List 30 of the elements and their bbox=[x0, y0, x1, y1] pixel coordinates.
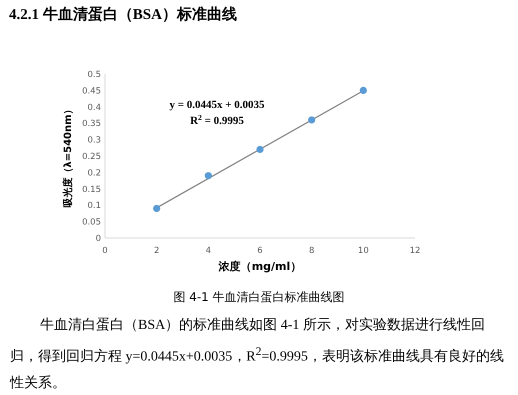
y-tick-label: 0.4 bbox=[87, 102, 101, 113]
text: 牛血清白蛋白（BSA）的标准曲线如图 4-1 所示，对实验数据进行线性回归，得到回归方程 y=0.0445x+0.0035，R$^{2}$=0.9995，表明该标准曲线具有良好的线性关系。 bbox=[10, 318, 504, 391]
x-tick-label: 12 bbox=[410, 246, 420, 256]
y-tick-label: 0.2 bbox=[87, 168, 101, 178]
annotation: R$^{2}$ = 0.9995 bbox=[190, 112, 244, 127]
x-tick-label: 10 bbox=[358, 246, 369, 256]
x-tick-label: 0 bbox=[102, 246, 108, 256]
y-tick-label: 0.3 bbox=[87, 136, 101, 146]
point bbox=[153, 204, 160, 212]
point bbox=[308, 116, 316, 124]
x-tick-label: 4 bbox=[206, 246, 212, 256]
y-tick-label: 0.25 bbox=[82, 152, 101, 162]
y-tick-label: 0 bbox=[96, 234, 101, 244]
y-tick-label: 0.1 bbox=[87, 201, 101, 212]
y-tick-label: 0.05 bbox=[82, 218, 101, 228]
y-tick-label: 0.5 bbox=[87, 70, 101, 80]
x-tick-label: 6 bbox=[257, 246, 263, 256]
point bbox=[256, 146, 264, 154]
point bbox=[360, 86, 367, 94]
chart-title: 4.2.1 牛血清蛋白（BSA）标准曲线 bbox=[9, 5, 237, 24]
x-axis-title: 浓度（mg/ml） bbox=[218, 260, 302, 273]
annotation: y = 0.0445x + 0.0035 bbox=[169, 99, 266, 111]
point bbox=[204, 172, 212, 180]
y-axis-title: 吸光度（λ=540nm） bbox=[62, 104, 74, 208]
y-tick-label: 0.15 bbox=[82, 184, 101, 195]
x-tick-label: 2 bbox=[154, 246, 160, 256]
y-tick-label: 0.35 bbox=[82, 119, 101, 130]
y-tick-label: 0.45 bbox=[82, 86, 101, 96]
x-tick-label: 8 bbox=[308, 246, 314, 256]
caption: 图 4-1 牛血清白蛋白标准曲线图 bbox=[172, 289, 346, 306]
